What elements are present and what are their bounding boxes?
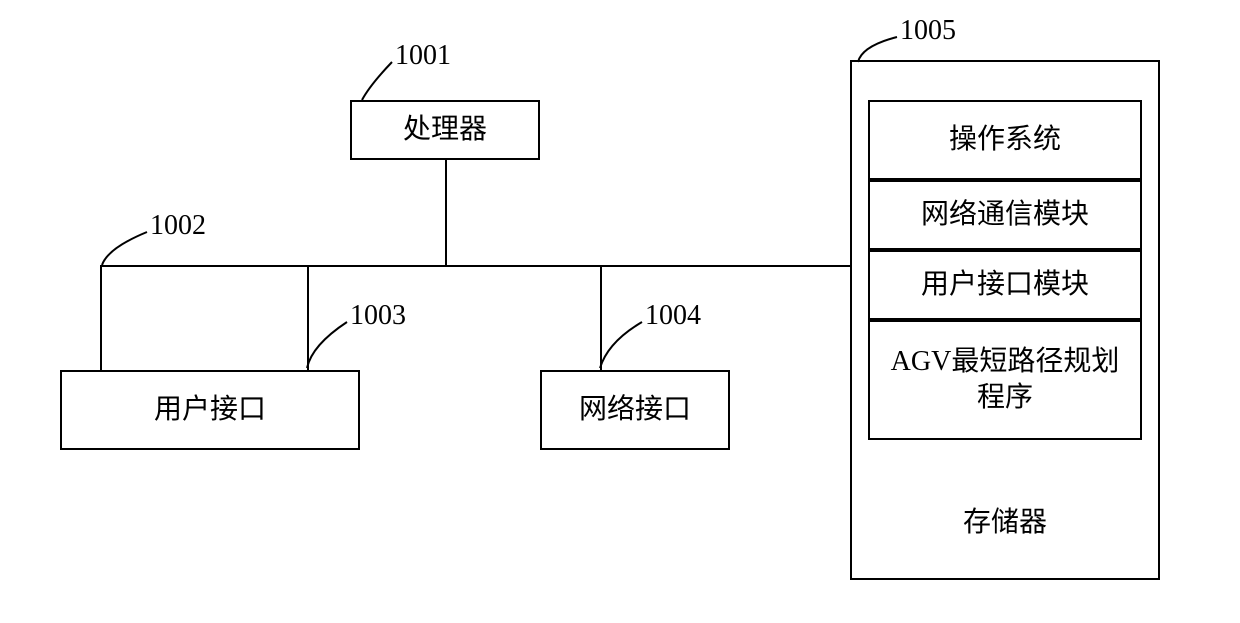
storage-item-os-label: 操作系统 <box>949 122 1061 158</box>
ref-1003: 1003 <box>350 300 406 332</box>
processor-box: 处理器 <box>350 100 540 160</box>
bus-line <box>100 265 850 267</box>
drop-networkif <box>600 265 602 370</box>
storage-title: 存储器 <box>850 500 1160 540</box>
drop-userif-left <box>100 265 102 370</box>
storage-item-uimod-label: 用户接口模块 <box>921 267 1089 303</box>
network-interface-label: 网络接口 <box>579 392 691 428</box>
ref-1005: 1005 <box>900 15 956 47</box>
storage-item-uimod: 用户接口模块 <box>868 250 1142 320</box>
ref-1001: 1001 <box>395 40 451 72</box>
ref-1002: 1002 <box>150 210 206 242</box>
storage-item-netcomm-label: 网络通信模块 <box>921 197 1089 233</box>
drop-userif-right <box>307 265 309 370</box>
storage-item-netcomm: 网络通信模块 <box>868 180 1142 250</box>
storage-item-agv-label: AGV最短路径规划程序 <box>878 344 1132 417</box>
processor-label: 处理器 <box>403 112 487 148</box>
storage-title-text: 存储器 <box>963 507 1047 538</box>
user-interface-label: 用户接口 <box>154 392 266 428</box>
user-interface-box: 用户接口 <box>60 370 360 450</box>
ref-1004: 1004 <box>645 300 701 332</box>
network-interface-box: 网络接口 <box>540 370 730 450</box>
storage-item-os: 操作系统 <box>868 100 1142 180</box>
storage-item-agv: AGV最短路径规划程序 <box>868 320 1142 440</box>
drop-processor <box>445 160 447 265</box>
